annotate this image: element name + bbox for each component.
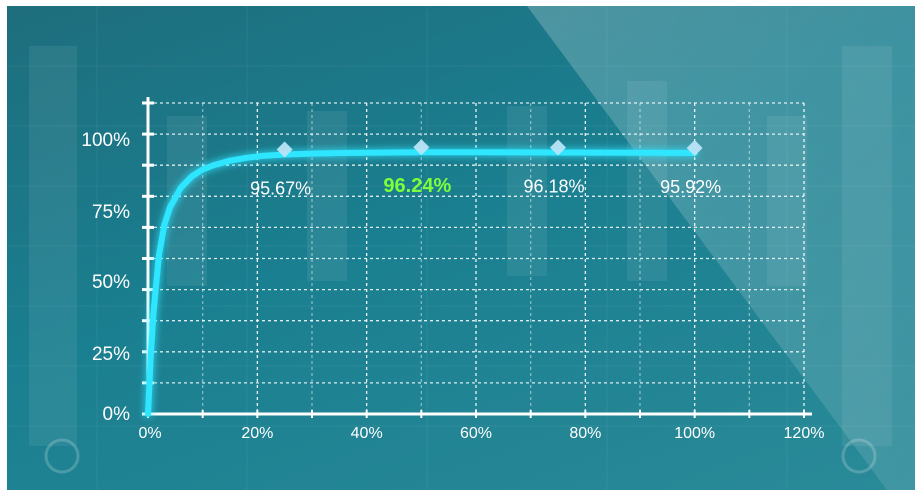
data-point-marker — [686, 140, 703, 157]
y-tick-label: 50% — [92, 272, 130, 293]
data-label: 95.92% — [660, 177, 721, 197]
data-label-highlight: 96.24% — [383, 175, 451, 197]
x-tick-label: 100% — [674, 425, 715, 442]
data-labels: 95.67% 96.24% 96.18% 95.92% — [250, 175, 721, 198]
y-tick-label: 75% — [92, 202, 130, 223]
x-axis-ticks: 0% 20% 40% 60% 80% 100% 120% — [138, 425, 824, 442]
data-label: 96.18% — [523, 176, 584, 196]
axes — [142, 97, 812, 418]
x-tick-label: 80% — [569, 425, 601, 442]
data-point-marker — [550, 139, 566, 156]
data-point-marker — [276, 141, 293, 158]
series-line — [145, 149, 698, 417]
x-tick-label: 0% — [138, 425, 161, 442]
data-markers — [276, 139, 703, 158]
x-tick-label: 20% — [241, 425, 273, 442]
chart-stage: 0% 25% 50% 75% 100% 0% 20% 40% 60% 80% 100% 120% 9… — [7, 6, 915, 490]
y-tick-label: 0% — [103, 404, 131, 425]
y-tick-label: 100% — [81, 130, 130, 151]
data-label: 95.67% — [250, 178, 311, 198]
x-tick-label: 120% — [784, 425, 825, 442]
x-tick-label: 60% — [460, 425, 492, 442]
y-axis-ticks: 0% 25% 50% 75% 100% — [81, 130, 130, 425]
line-chart: 0% 25% 50% 75% 100% 0% 20% 40% 60% 80% 100% 120% 9… — [81, 97, 824, 442]
grid — [148, 102, 805, 414]
x-tick-label: 40% — [351, 425, 383, 442]
background-decoration — [7, 6, 915, 490]
data-point-marker — [413, 139, 430, 156]
y-tick-label: 25% — [92, 344, 130, 365]
